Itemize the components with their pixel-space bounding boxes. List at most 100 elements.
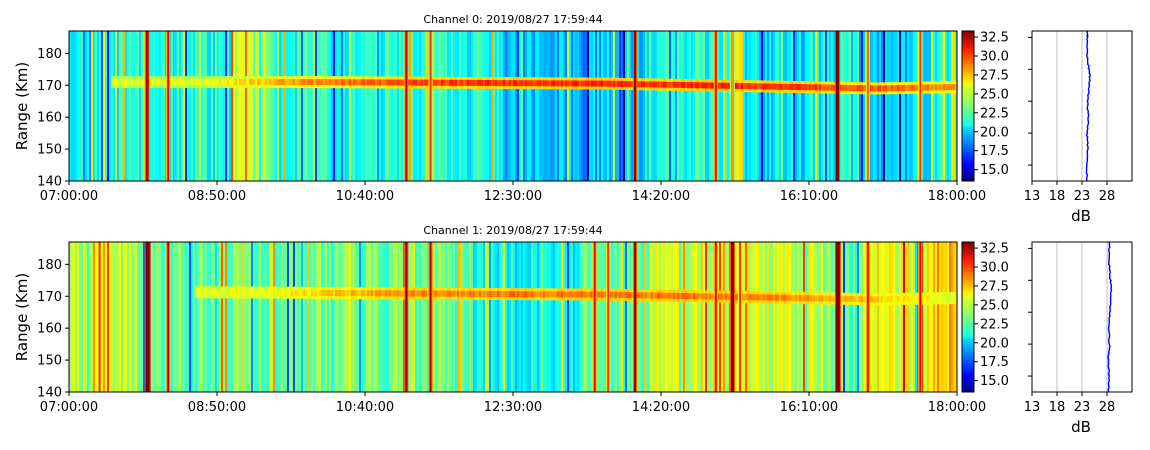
layer-segment [499, 80, 502, 87]
heatmap-column [847, 31, 850, 181]
heatmap-column [301, 242, 304, 392]
heatmap-column [213, 242, 216, 392]
layer-segment [331, 290, 334, 297]
heatmap-column [545, 31, 548, 181]
layer-segment [531, 291, 534, 298]
heatmap-column [565, 242, 568, 392]
heatmap-column [543, 242, 546, 392]
heatmap-column [843, 242, 846, 392]
heatmap-column [191, 242, 194, 392]
layer-segment [437, 79, 440, 86]
layer-segment [639, 292, 642, 299]
heatmap-column [827, 31, 830, 181]
layer-segment [233, 289, 236, 296]
layer-segment [349, 290, 352, 297]
layer-segment [229, 289, 232, 296]
layer-segment [829, 295, 832, 302]
layer-segment [937, 84, 940, 91]
heatmap-column [409, 31, 412, 181]
layer-segment [539, 291, 542, 298]
layer-segment [759, 83, 762, 90]
layer-segment [829, 84, 832, 91]
layer-segment [909, 295, 912, 302]
layer-segment [789, 83, 792, 90]
heatmap-column [779, 31, 782, 181]
heatmap-column [891, 31, 894, 181]
layer-segment [337, 79, 340, 86]
layer-segment [771, 83, 774, 90]
layer-segment [677, 292, 680, 299]
layer-segment [571, 80, 574, 87]
layer-segment [851, 295, 854, 302]
heatmap-column [707, 242, 710, 392]
heatmap-column [177, 31, 180, 181]
layer-segment [575, 80, 578, 87]
layer-segment [423, 79, 426, 86]
layer-segment [883, 85, 886, 92]
heatmap-column [777, 242, 780, 392]
heatmap-column [945, 242, 948, 392]
layer-segment [271, 289, 274, 296]
layer-segment [577, 291, 580, 298]
layer-segment [763, 294, 766, 301]
heatmap-column [543, 31, 546, 181]
heatmap-title-channel-1: Channel 1: 2019/08/27 17:59:44 [423, 224, 602, 237]
heatmap-column [601, 31, 604, 181]
heatmap-column [791, 242, 794, 392]
heatmap-column [91, 31, 94, 181]
heatmap-column [549, 242, 552, 392]
x-tick-label: 10:40:00 [336, 400, 394, 415]
layer-segment [311, 79, 314, 86]
layer-segment [311, 289, 314, 296]
heatmap-column [827, 242, 830, 392]
heatmap-channel-1 [69, 242, 958, 392]
heatmap-column [903, 31, 906, 181]
layer-segment [237, 79, 240, 86]
heatmap-column [493, 31, 496, 181]
heatmap-column [769, 31, 772, 181]
heatmap-column [869, 242, 872, 392]
heatmap-column [271, 242, 274, 392]
heatmap-column [345, 242, 348, 392]
layer-segment [861, 296, 864, 303]
heatmap-column [517, 242, 520, 392]
layer-segment [939, 295, 942, 302]
heatmap-column [789, 242, 792, 392]
heatmap-column [201, 242, 204, 392]
layer-segment [955, 84, 958, 91]
layer-segment [811, 84, 814, 91]
heatmap-column [897, 242, 900, 392]
layer-segment [525, 80, 528, 87]
heatmap-column [681, 31, 684, 181]
layer-segment [913, 84, 916, 91]
layer-segment [189, 79, 192, 86]
heatmap-column [561, 31, 564, 181]
heatmap-column [819, 242, 822, 392]
layer-segment [329, 79, 332, 86]
heatmap-column [155, 31, 158, 181]
streak [835, 242, 840, 392]
layer-segment [907, 84, 910, 91]
layer-segment [459, 79, 462, 86]
heatmap-column [949, 242, 952, 392]
layer-segment [727, 82, 730, 89]
heatmap-column [815, 31, 818, 181]
heatmap-column [943, 31, 946, 181]
layer-segment [449, 79, 452, 86]
layer-segment [821, 295, 824, 302]
heatmap-column [135, 242, 138, 392]
heatmap-column [213, 31, 216, 181]
heatmap-column [745, 242, 748, 392]
heatmap-column [799, 31, 802, 181]
heatmap-column [505, 31, 508, 181]
layer-segment [609, 291, 612, 298]
layer-segment [707, 293, 710, 300]
heatmap-column [437, 31, 440, 181]
layer-segment [627, 292, 630, 299]
heatmap-column [931, 242, 934, 392]
heatmap-column [477, 31, 480, 181]
heatmap-column [399, 242, 402, 392]
heatmap-column [379, 242, 382, 392]
layer-segment [947, 295, 950, 302]
heatmap-column [607, 31, 610, 181]
